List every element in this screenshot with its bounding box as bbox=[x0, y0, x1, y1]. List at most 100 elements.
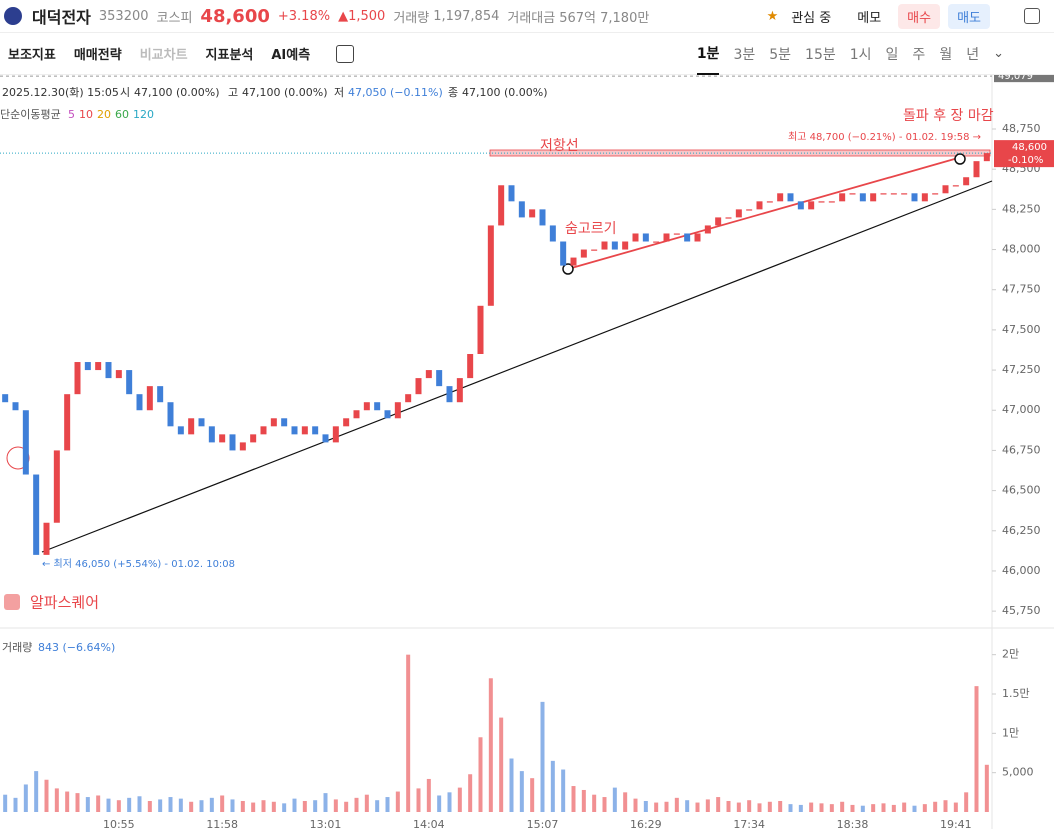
candle-body bbox=[787, 193, 794, 202]
candle-body bbox=[642, 233, 649, 242]
candle-body bbox=[208, 426, 215, 443]
volume-bar bbox=[953, 802, 958, 812]
amount-label: 거래대금 bbox=[507, 10, 556, 26]
buy-button[interactable]: 매수 bbox=[898, 3, 941, 29]
volume-bar bbox=[571, 786, 576, 812]
y-tick-label: 48,750 bbox=[1002, 122, 1041, 135]
volume-bar bbox=[34, 771, 39, 812]
candle-body bbox=[828, 201, 835, 203]
trendline bbox=[567, 157, 959, 270]
volume-label: 거래량 bbox=[393, 10, 430, 26]
interval[interactable]: 3분 bbox=[733, 46, 756, 63]
candle-body bbox=[332, 426, 339, 443]
volume-bar bbox=[912, 805, 917, 812]
volume-bar bbox=[75, 793, 80, 812]
volume-bar bbox=[158, 799, 163, 812]
interval[interactable]: 일 bbox=[885, 46, 899, 63]
volume-bar bbox=[23, 784, 28, 812]
volume-bar bbox=[168, 797, 173, 812]
volume-bar bbox=[726, 800, 731, 812]
interval[interactable]: 15분 bbox=[805, 46, 836, 63]
annotation: 최고 48,700 (−0.21%) - 01.02. 19:58 → bbox=[788, 131, 981, 143]
info-close: 47,100 (0.00%) bbox=[462, 86, 548, 99]
y-tick-label: 47,500 bbox=[1002, 323, 1041, 336]
y-tick-label: 47,000 bbox=[1002, 403, 1041, 416]
panel-icon[interactable] bbox=[1024, 8, 1040, 24]
annotation: 저항선 bbox=[540, 138, 579, 154]
info-low-label: 저 bbox=[334, 86, 344, 99]
market: 코스피 bbox=[156, 10, 193, 26]
volume-bar bbox=[984, 764, 989, 812]
stock-code: 353200 bbox=[98, 8, 149, 24]
interval[interactable]: 1시 bbox=[849, 46, 872, 63]
interval[interactable]: 5분 bbox=[769, 46, 792, 63]
volume-bar bbox=[623, 792, 628, 812]
candle-body bbox=[219, 434, 226, 443]
tool[interactable]: 비교차트 bbox=[139, 48, 188, 63]
y-tick-label: 46,500 bbox=[1002, 484, 1041, 497]
volume-bar bbox=[147, 800, 152, 812]
interval[interactable]: 년 bbox=[966, 46, 980, 63]
ma-period: 20 bbox=[97, 108, 111, 121]
candle-body bbox=[446, 386, 453, 403]
volume-bar bbox=[302, 800, 307, 812]
candle-body bbox=[374, 402, 381, 411]
candle-body bbox=[436, 370, 443, 387]
info-date: 2025.12.30(화) 15:05 bbox=[2, 86, 119, 99]
volume-bar bbox=[829, 804, 834, 812]
change-pct: +3.18% bbox=[277, 8, 331, 24]
info-open-label: 시 bbox=[120, 86, 130, 99]
candle-body bbox=[591, 249, 598, 251]
volume-bar bbox=[426, 778, 431, 812]
interval[interactable]: 주 bbox=[912, 46, 926, 63]
candle-body bbox=[363, 402, 370, 411]
candle-body bbox=[746, 209, 753, 211]
candle-body bbox=[653, 241, 660, 243]
candle-body bbox=[725, 217, 732, 219]
volume-bar bbox=[395, 791, 400, 812]
volume-bar bbox=[654, 802, 659, 812]
tool[interactable]: AI예측 bbox=[271, 48, 311, 63]
interval[interactable]: 1분 bbox=[696, 33, 720, 75]
volume-bar bbox=[261, 800, 266, 812]
volume-bar bbox=[292, 798, 297, 812]
volume-label: 거래량 bbox=[2, 641, 32, 654]
candle-body bbox=[580, 249, 587, 258]
candle-body bbox=[394, 402, 401, 419]
candle-body bbox=[818, 201, 825, 203]
volume-bar bbox=[106, 798, 111, 812]
y-tick-label: 1.5만 bbox=[1002, 687, 1030, 700]
volume-bar bbox=[871, 804, 876, 812]
volume-bar bbox=[375, 800, 380, 812]
volume-bar bbox=[602, 797, 607, 812]
info-open: 47,100 (0.00%) bbox=[134, 86, 220, 99]
tool[interactable]: 지표분석 bbox=[205, 48, 254, 63]
volume-bar bbox=[716, 797, 721, 812]
tool[interactable]: 매매전략 bbox=[73, 48, 122, 63]
volume-bar bbox=[65, 791, 70, 812]
candle-body bbox=[983, 153, 990, 162]
volume-bar bbox=[468, 774, 473, 812]
interval[interactable]: 월 bbox=[939, 46, 953, 63]
candle-body bbox=[84, 362, 91, 371]
y-tick-label: 2만 bbox=[1002, 648, 1019, 661]
info-close-label: 종 bbox=[448, 86, 458, 99]
y-tick-label: 48,000 bbox=[1002, 243, 1041, 256]
sell-button[interactable]: 매도 bbox=[948, 3, 990, 29]
candle-body bbox=[880, 193, 887, 195]
candle-body bbox=[270, 418, 277, 427]
memo-button[interactable]: 메모 bbox=[857, 10, 882, 26]
volume-bar bbox=[550, 760, 555, 812]
volume-bar bbox=[199, 800, 204, 812]
volume-bar bbox=[364, 794, 369, 812]
annotation: 돌파 후 장 마감 bbox=[903, 108, 994, 124]
draw-icon[interactable] bbox=[336, 44, 355, 63]
volume-bar bbox=[499, 717, 504, 812]
volume-bar bbox=[313, 800, 318, 812]
volume-bar bbox=[54, 788, 59, 812]
tool[interactable]: 보조지표 bbox=[8, 48, 56, 63]
volume-bar bbox=[530, 778, 535, 812]
watch-button[interactable]: 관심 중 bbox=[791, 10, 832, 26]
candle-body bbox=[756, 201, 763, 210]
x-tick-label: 17:34 bbox=[733, 818, 765, 829]
